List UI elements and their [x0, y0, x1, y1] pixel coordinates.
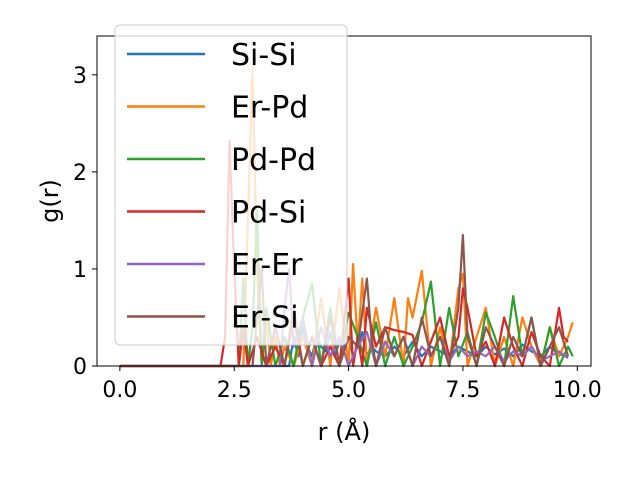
- legend-label: Er-Pd: [231, 91, 308, 126]
- legend-label: Er-Si: [231, 301, 299, 336]
- x-tick-label: 2.5: [217, 378, 252, 403]
- x-tick-label: 0.0: [102, 378, 137, 403]
- x-axis: 0.0 2.5 5.0 7.5 10.0: [102, 366, 602, 403]
- y-tick-label: 2: [73, 161, 87, 186]
- x-axis-label: r (Å): [318, 417, 371, 446]
- y-axis: 0 1 2 3: [73, 64, 97, 380]
- y-axis-label: g(r): [36, 179, 64, 223]
- legend: Si-Si Er-Pd Pd-Pd Pd-Si Er-Er Er-Si: [114, 24, 348, 346]
- legend-label: Si-Si: [231, 38, 297, 73]
- x-tick-label: 7.5: [445, 378, 480, 403]
- legend-label: Pd-Pd: [231, 143, 316, 178]
- legend-label: Pd-Si: [231, 196, 306, 231]
- legend-label: Er-Er: [231, 248, 303, 283]
- x-tick-label: 10.0: [553, 378, 602, 403]
- y-tick-label: 3: [73, 64, 87, 89]
- x-tick-label: 5.0: [331, 378, 366, 403]
- y-tick-label: 0: [73, 355, 87, 380]
- legend-box: [114, 24, 348, 346]
- y-tick-label: 1: [73, 258, 87, 283]
